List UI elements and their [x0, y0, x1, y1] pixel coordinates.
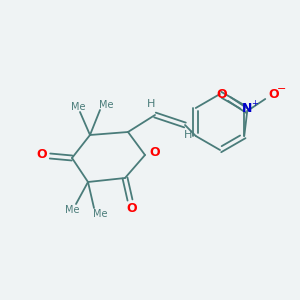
- Text: H: H: [184, 130, 192, 140]
- Text: Me: Me: [65, 205, 79, 215]
- Text: Me: Me: [93, 209, 107, 219]
- Text: O: O: [37, 148, 47, 161]
- Text: O: O: [150, 146, 160, 158]
- Text: Me: Me: [71, 102, 85, 112]
- Text: O: O: [268, 88, 279, 100]
- Text: N: N: [242, 103, 252, 116]
- Text: −: −: [277, 84, 286, 94]
- Text: O: O: [127, 202, 137, 215]
- Text: Me: Me: [99, 100, 113, 110]
- Text: O: O: [216, 88, 226, 100]
- Text: +: +: [251, 100, 258, 109]
- Text: H: H: [147, 99, 155, 109]
